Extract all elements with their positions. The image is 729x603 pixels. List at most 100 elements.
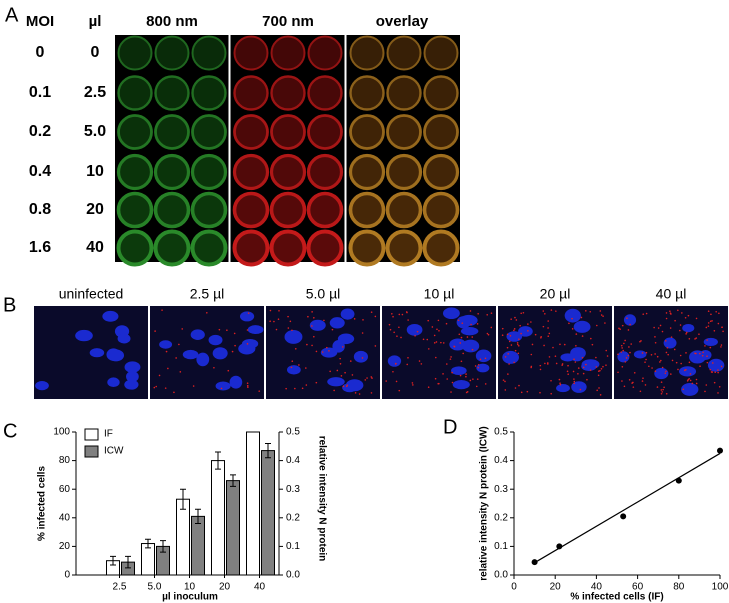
well bbox=[348, 153, 386, 191]
signal-dot bbox=[711, 371, 714, 373]
signal-dot bbox=[605, 349, 608, 352]
signal-dot bbox=[620, 344, 623, 347]
signal-dot bbox=[674, 319, 676, 322]
nucleus bbox=[212, 347, 228, 360]
signal-dot bbox=[665, 351, 668, 354]
signal-dot bbox=[520, 332, 522, 335]
signal-dot bbox=[289, 320, 292, 323]
signal-dot bbox=[501, 334, 504, 337]
signal-dot bbox=[246, 382, 249, 385]
signal-dot bbox=[717, 322, 720, 325]
signal-dot bbox=[589, 369, 592, 371]
well bbox=[116, 153, 154, 191]
signal-dot bbox=[618, 327, 620, 330]
well bbox=[116, 191, 154, 229]
nucleus bbox=[449, 338, 467, 351]
nucleus bbox=[190, 329, 205, 340]
signal-dot bbox=[437, 382, 439, 385]
signal-dot bbox=[602, 365, 604, 368]
nucleus bbox=[681, 382, 699, 396]
volume-label: 0 bbox=[91, 44, 100, 61]
well bbox=[386, 35, 422, 71]
signal-dot bbox=[313, 316, 315, 319]
signal-dot bbox=[213, 366, 215, 369]
image-label: 5.0 µl bbox=[306, 286, 341, 302]
signal-dot bbox=[699, 352, 701, 355]
signal-dot bbox=[654, 336, 656, 338]
signal-dot bbox=[504, 380, 506, 383]
signal-dot bbox=[567, 364, 569, 367]
y2-tick-label: 0.3 bbox=[286, 484, 300, 495]
signal-dot bbox=[648, 365, 650, 368]
nucleus bbox=[689, 350, 706, 364]
signal-dot bbox=[574, 361, 577, 363]
signal-dot bbox=[175, 357, 177, 359]
signal-dot bbox=[173, 391, 175, 394]
nucleus bbox=[247, 325, 264, 335]
signal-dot bbox=[722, 330, 724, 333]
signal-dot bbox=[273, 320, 275, 323]
signal-dot bbox=[438, 330, 440, 332]
signal-dot bbox=[154, 330, 156, 332]
signal-dot bbox=[709, 320, 712, 323]
signal-dot bbox=[287, 315, 289, 318]
signal-dot bbox=[313, 335, 315, 338]
well bbox=[154, 35, 190, 71]
bar bbox=[191, 515, 205, 576]
signal-dot bbox=[710, 313, 712, 316]
signal-dot bbox=[534, 333, 537, 336]
well bbox=[349, 35, 385, 71]
signal-dot bbox=[484, 383, 487, 385]
signal-dot bbox=[694, 338, 696, 340]
y2-tick-label: 0.4 bbox=[286, 455, 300, 466]
signal-dot bbox=[680, 362, 682, 365]
signal-dot bbox=[364, 379, 367, 381]
nucleus bbox=[124, 379, 139, 390]
nucleus bbox=[353, 350, 368, 363]
signal-dot bbox=[621, 365, 624, 368]
signal-dot bbox=[164, 387, 167, 389]
column-header: MOI bbox=[26, 13, 54, 30]
signal-dot bbox=[470, 323, 472, 326]
bar bbox=[246, 431, 260, 576]
signal-dot bbox=[258, 390, 261, 392]
nucleus bbox=[560, 353, 576, 362]
signal-dot bbox=[459, 342, 462, 344]
signal-dot bbox=[407, 319, 409, 321]
signal-dot bbox=[440, 341, 442, 344]
signal-dot bbox=[278, 310, 280, 312]
signal-dot bbox=[546, 362, 549, 364]
point bbox=[620, 513, 627, 520]
signal-dot bbox=[475, 385, 478, 388]
signal-dot bbox=[539, 391, 541, 394]
signal-dot bbox=[665, 317, 668, 320]
signal-dot bbox=[542, 325, 545, 328]
signal-dot bbox=[530, 365, 533, 368]
point bbox=[556, 543, 563, 550]
signal-dot bbox=[654, 353, 656, 355]
nucleus bbox=[387, 355, 402, 367]
signal-dot bbox=[507, 353, 510, 355]
signal-dot bbox=[165, 350, 168, 353]
signal-dot bbox=[675, 361, 678, 364]
signal-dot bbox=[531, 343, 534, 346]
signal-dot bbox=[395, 380, 398, 383]
well bbox=[232, 153, 270, 191]
signal-dot bbox=[665, 312, 668, 314]
signal-dot bbox=[220, 387, 223, 390]
signal-dot bbox=[391, 312, 393, 315]
signal-dot bbox=[561, 363, 564, 365]
point bbox=[717, 447, 723, 454]
point bbox=[531, 559, 538, 566]
well bbox=[191, 114, 227, 150]
signal-dot bbox=[632, 381, 634, 384]
signal-dot bbox=[358, 393, 361, 395]
signal-dot bbox=[629, 323, 631, 326]
legend-label: ICW bbox=[104, 446, 124, 457]
signal-dot bbox=[577, 367, 580, 369]
well bbox=[270, 35, 306, 71]
image-label: uninfected bbox=[59, 286, 124, 302]
signal-dot bbox=[627, 329, 630, 331]
moi-label: 0.4 bbox=[29, 163, 51, 180]
signal-dot bbox=[590, 337, 592, 340]
